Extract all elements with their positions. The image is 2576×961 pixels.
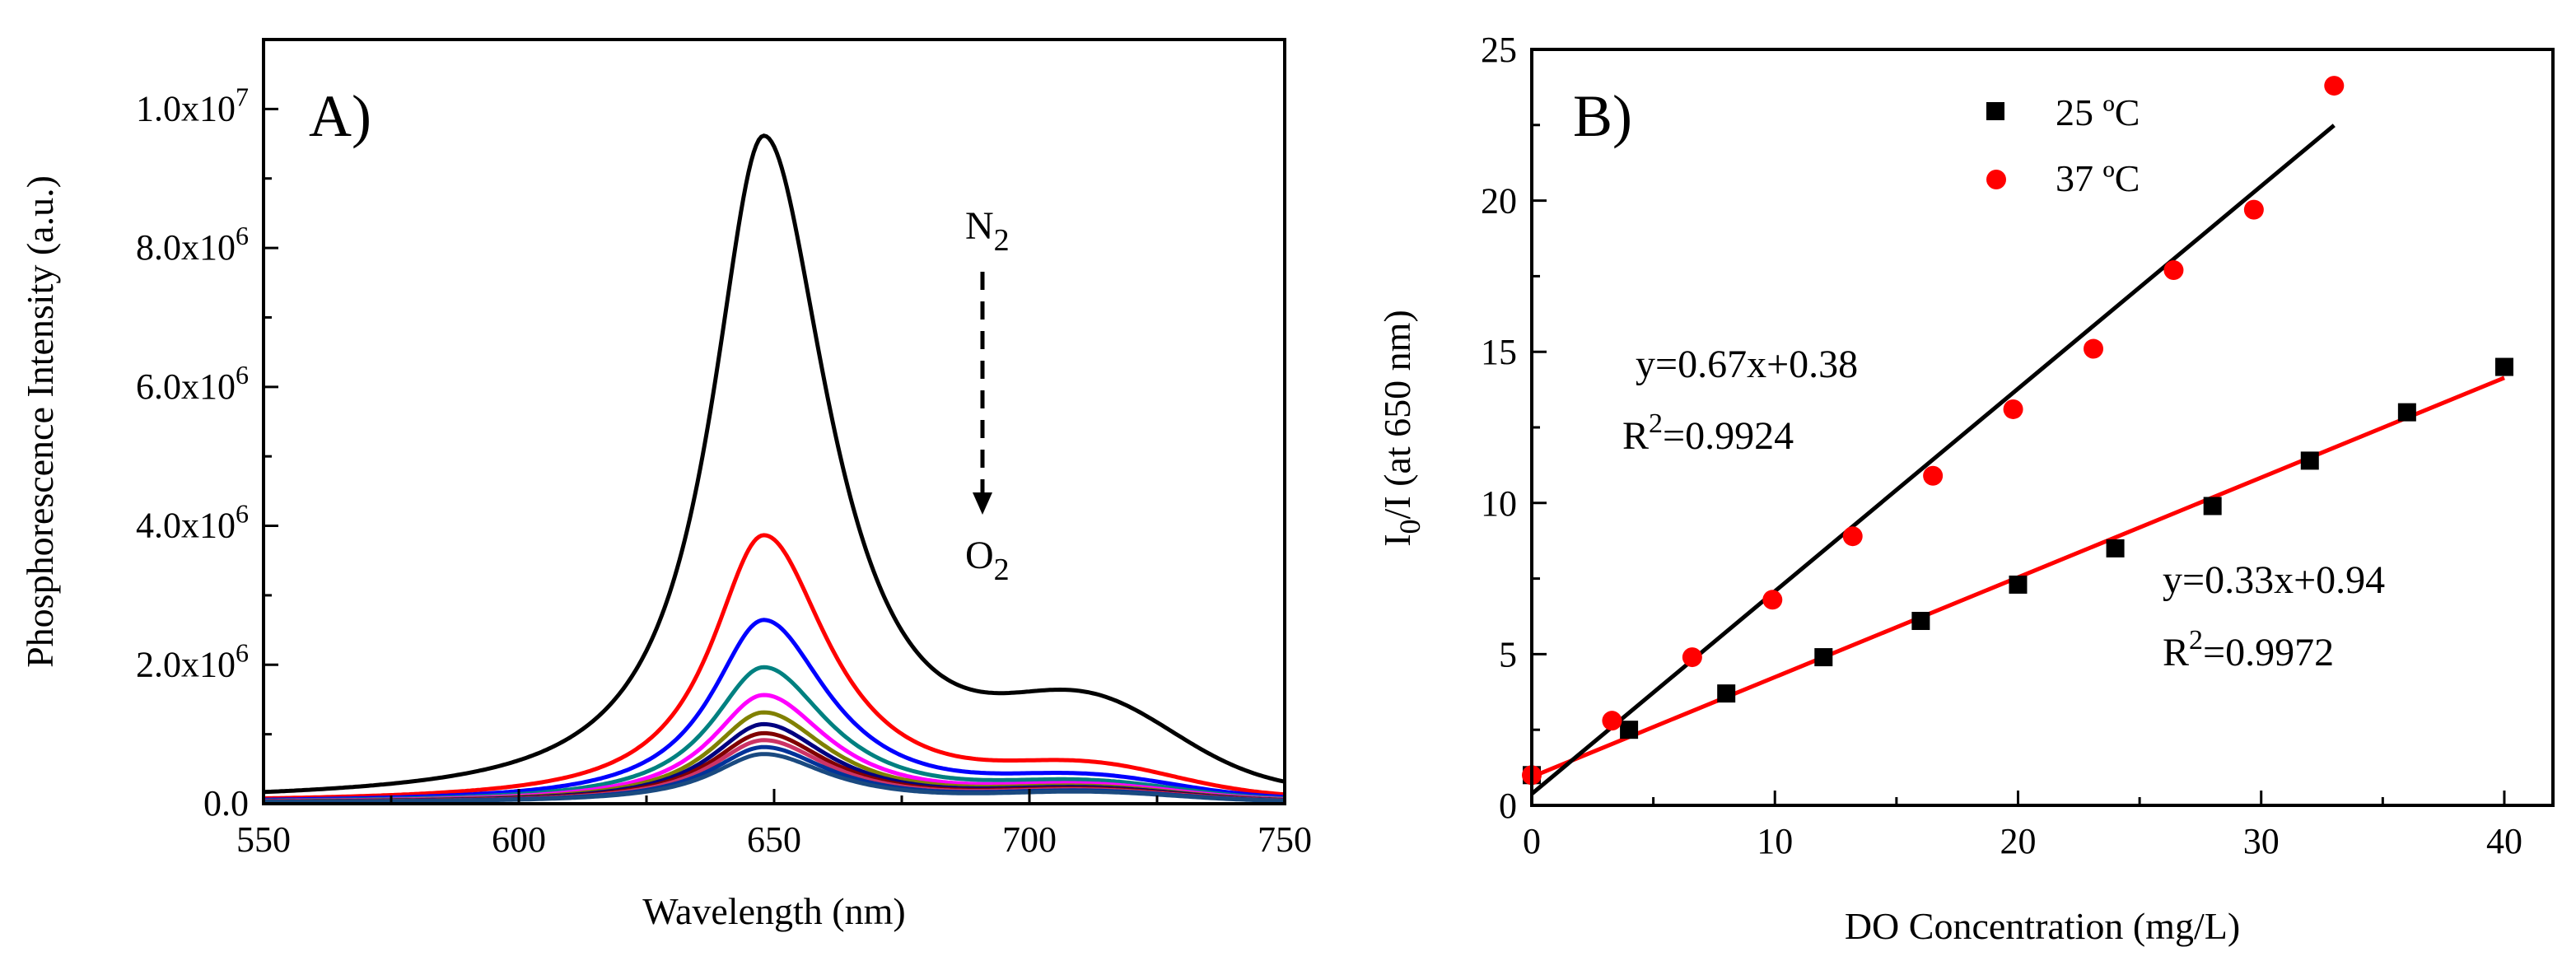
panel-b-data-points <box>1522 76 2513 786</box>
panel-a-y-tick-label: 4.0x106 <box>136 499 249 546</box>
data-point-25c <box>2203 497 2222 515</box>
panel-a-x-tick-label: 650 <box>747 819 801 860</box>
panel-b-y-tick-label: 10 <box>1481 483 1517 524</box>
spectrum-line-N2 <box>263 133 1286 795</box>
panel-a-arrow-head <box>973 492 992 515</box>
data-point-25c <box>2009 575 2028 594</box>
data-point-37c <box>1602 711 1622 731</box>
data-point-37c <box>2084 338 2103 359</box>
data-point-37c <box>2163 260 2184 281</box>
panel-a-x-tick-label: 550 <box>236 819 291 860</box>
panel-a-plot-frame <box>262 38 1286 805</box>
data-point-25c <box>1620 721 1639 739</box>
panel-b-x-axis-title: DO Concentration (mg/L) <box>1845 905 2240 947</box>
panel-a-y-tick-label: 1.0x107 <box>136 82 249 128</box>
panel-b-x-tick-label: 30 <box>2243 821 2280 861</box>
panel-b-y-tick-label: 15 <box>1481 332 1517 372</box>
panel-b-label: B) <box>1573 83 1632 149</box>
panel-b-y-tick-label: 5 <box>1499 634 1517 674</box>
data-point-25c <box>1717 684 1736 703</box>
panel-b-x-tick-label: 20 <box>2000 821 2036 861</box>
panel-a-y-axis-title: Phosphorescence Intensity (a.u.) <box>19 175 61 668</box>
data-point-25c <box>2300 451 2319 470</box>
panel-a-chart: 550 600 650 700 750 0.0 2.0x106 4.0x106 6.0x106… <box>19 38 1312 932</box>
panel-b-legend: 25 ºC 37 ºC <box>1986 91 2140 199</box>
data-point-25c <box>2494 357 2513 376</box>
r-squared-25c: R2=0.9972 <box>2163 625 2334 674</box>
data-point-37c <box>1682 647 1702 668</box>
panel-a-annotation-top: N2 <box>965 204 1010 258</box>
panel-b-x-tick-label: 10 <box>1757 821 1793 861</box>
panel-a-series-group <box>263 133 1286 805</box>
legend-label-25c: 25 ºC <box>2056 91 2140 133</box>
panel-a-x-axis-title: Wavelength (nm) <box>642 890 905 932</box>
panel-a-x-ticks: 550 600 650 700 750 <box>236 789 1312 860</box>
panel-a-label: A) <box>309 83 371 149</box>
panel-b-x-tick-label: 0 <box>1523 821 1541 861</box>
data-point-37c <box>2243 199 2264 220</box>
panel-a-y-ticks: 0.0 2.0x106 4.0x106 6.0x106 8.0x106 1.0x107 <box>136 82 278 823</box>
panel-a-x-tick-label: 700 <box>1002 819 1057 860</box>
data-point-37c <box>1762 590 1783 610</box>
spectrum-line-s2 <box>264 533 1286 800</box>
panel-a-annotation-bottom: O2 <box>965 534 1010 587</box>
panel-a-x-tick-label: 750 <box>1258 819 1312 860</box>
r-squared-37c: R2=0.9924 <box>1622 408 1794 458</box>
legend-label-37c: 37 ºC <box>2056 157 2140 199</box>
legend-marker-25c <box>1986 102 2004 120</box>
panel-a-y-tick-label: 8.0x106 <box>136 221 249 268</box>
data-point-25c <box>2397 403 2416 422</box>
data-point-37c <box>1923 465 1944 486</box>
panel-b-chart: 0 10 20 30 40 0 5 10 15 20 25 B) DO Concentration… <box>1376 30 2555 947</box>
spectrum-line-O2 <box>264 752 1286 805</box>
panel-a-y-tick-label: 6.0x106 <box>136 360 249 407</box>
panel-b-y-axis-title: I0/I (at 650 nm) <box>1376 310 1426 547</box>
panel-a-y-tick-label: 0.0 <box>203 783 249 823</box>
data-point-37c <box>1842 526 1863 547</box>
legend-marker-37c <box>1986 170 2006 189</box>
fit-line-series-1 <box>1530 124 2336 795</box>
data-point-25c <box>2106 539 2125 557</box>
panel-a-x-tick-label: 600 <box>492 819 546 860</box>
data-point-25c <box>1911 612 1930 631</box>
equation-25c: y=0.33x+0.94 <box>2163 558 2385 602</box>
equation-37c: y=0.67x+0.38 <box>1636 343 1858 386</box>
panel-b-fit-lines <box>1530 124 2505 795</box>
panel-b-y-tick-label: 25 <box>1481 30 1517 70</box>
panel-a-y-tick-label: 2.0x106 <box>136 637 249 684</box>
data-point-37c <box>2324 76 2345 96</box>
panel-b-y-ticks: 0 5 10 15 20 25 <box>1481 30 1547 826</box>
data-point-37c <box>2003 399 2023 419</box>
panel-b-y-tick-label: 0 <box>1499 786 1517 826</box>
data-point-25c <box>1814 648 1833 667</box>
panel-b-y-tick-label: 20 <box>1481 181 1517 222</box>
panel-b-x-tick-label: 40 <box>2486 821 2522 861</box>
panel-b-x-ticks: 0 10 20 30 40 <box>1523 791 2522 861</box>
